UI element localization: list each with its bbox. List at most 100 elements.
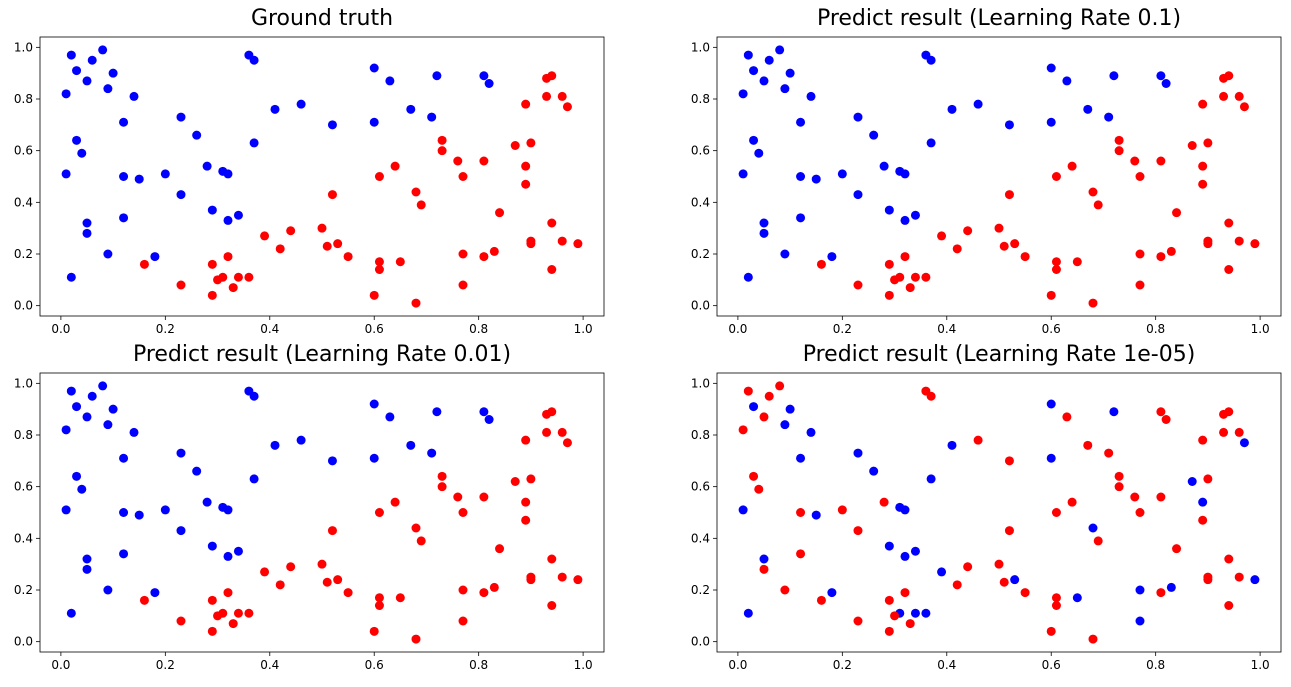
data-point-red (521, 99, 531, 109)
data-point-red (1062, 412, 1072, 422)
data-point-blue (385, 412, 395, 422)
data-point-blue (973, 99, 983, 109)
data-point-red (1093, 536, 1103, 546)
data-point-red (937, 231, 947, 241)
data-point-red (1010, 239, 1020, 249)
data-point-red (458, 172, 468, 181)
data-point-red (411, 634, 421, 644)
data-point-blue (249, 55, 259, 65)
data-point-blue (879, 161, 889, 171)
data-point-red (139, 259, 149, 269)
data-point-blue (738, 89, 748, 99)
x-tick-label: 1.0 (1251, 322, 1270, 336)
y-tick-label: 0.8 (691, 428, 710, 442)
data-point-red (562, 102, 572, 112)
x-tick-label: 1.0 (574, 322, 593, 336)
x-tick-label: 0.0 (728, 658, 747, 672)
data-point-red (458, 616, 468, 626)
data-point-blue (796, 117, 806, 127)
x-tick-label: 0.0 (728, 322, 747, 336)
data-point-blue (1198, 497, 1208, 507)
data-point-blue (900, 505, 910, 515)
data-point-blue (82, 564, 92, 574)
data-point-red (1135, 508, 1145, 517)
data-point-red (780, 585, 790, 595)
data-point-red (317, 223, 327, 233)
data-point-red (1172, 544, 1182, 554)
data-point-red (1156, 407, 1166, 417)
data-point-blue (743, 608, 753, 618)
data-point-blue (176, 526, 186, 536)
data-point-red (176, 280, 186, 290)
y-tick-label: 0.8 (14, 92, 33, 106)
data-point-red (900, 588, 910, 598)
data-point-red (999, 577, 1009, 587)
data-point-red (884, 595, 894, 605)
data-point-red (521, 515, 531, 525)
x-tick-label: 0.8 (469, 322, 488, 336)
data-point-red (816, 595, 826, 605)
data-point-blue (947, 440, 957, 450)
data-point-blue (853, 112, 863, 122)
data-point-blue (764, 55, 774, 65)
data-point-red (458, 249, 468, 259)
plot-frame (716, 36, 1282, 317)
data-point-blue (176, 190, 186, 200)
data-point-red (562, 438, 572, 448)
data-point-red (994, 559, 1004, 569)
data-point-blue (369, 453, 379, 463)
data-point-red (495, 208, 505, 218)
data-point-blue (749, 66, 759, 76)
data-point-red (416, 200, 426, 210)
data-point-red (1250, 239, 1260, 249)
data-point-red (884, 626, 894, 636)
data-point-red (233, 608, 243, 618)
x-tick-label: 1.0 (574, 658, 593, 672)
data-point-blue (119, 453, 129, 463)
data-point-red (573, 239, 583, 249)
x-tick-label: 0.6 (1042, 658, 1061, 672)
data-point-blue (98, 381, 108, 391)
data-point-red (1198, 161, 1208, 171)
data-point-blue (910, 546, 920, 556)
data-point-red (557, 572, 567, 582)
data-point-red (207, 626, 217, 636)
data-point-blue (1250, 575, 1260, 585)
data-point-blue (369, 117, 379, 127)
data-point-red (1203, 138, 1213, 148)
data-point-blue (759, 554, 769, 564)
data-point-red (1004, 190, 1014, 200)
data-point-blue (432, 407, 442, 417)
data-point-red (207, 290, 217, 300)
y-tick-label: 0.2 (14, 583, 33, 597)
data-point-red (1051, 172, 1061, 181)
y-tick-label: 0.0 (691, 299, 710, 313)
data-point-red (1224, 218, 1234, 228)
data-point-blue (1187, 477, 1197, 486)
data-point-blue (738, 169, 748, 179)
data-point-blue (66, 272, 76, 282)
data-point-blue (780, 84, 790, 94)
y-tick-label: 0.6 (14, 480, 33, 494)
data-point-red (437, 471, 447, 481)
data-point-blue (385, 76, 395, 86)
x-tick-label: 0.2 (156, 322, 175, 336)
data-point-red (743, 386, 753, 396)
data-point-red (228, 283, 238, 293)
data-point-blue (119, 213, 129, 223)
data-point-red (327, 526, 337, 536)
data-point-red (453, 156, 463, 166)
data-point-red (879, 497, 889, 507)
data-point-blue (947, 104, 957, 114)
x-tick-label: 0.4 (937, 322, 956, 336)
data-point-red (1156, 156, 1166, 166)
data-point-red (526, 138, 536, 148)
data-point-red (547, 218, 557, 228)
x-tick-label: 0.8 (1146, 658, 1165, 672)
data-point-blue (406, 440, 416, 450)
data-point-red (374, 257, 384, 267)
data-point-red (395, 257, 405, 267)
y-tick-label: 0.4 (14, 531, 33, 545)
